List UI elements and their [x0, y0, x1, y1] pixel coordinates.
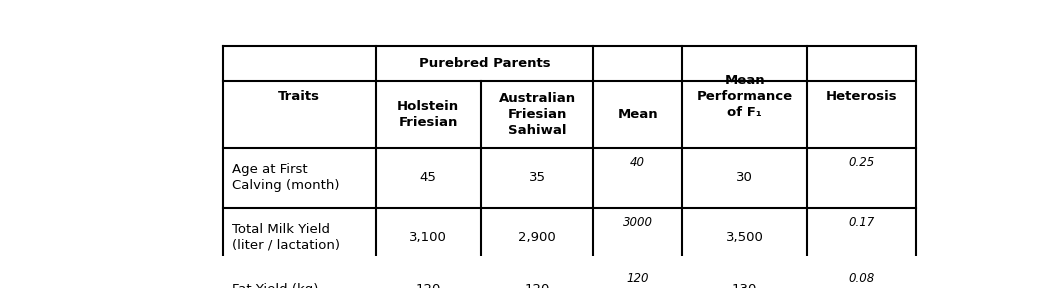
Text: Purebred Parents: Purebred Parents	[419, 57, 550, 70]
Text: 0.17: 0.17	[849, 216, 875, 229]
Text: 30: 30	[736, 171, 753, 184]
Text: 120: 120	[626, 272, 649, 285]
Text: Mean
Performance
of F₁: Mean Performance of F₁	[697, 74, 792, 119]
Text: 35: 35	[528, 171, 546, 184]
Text: Fat Yield (kg): Fat Yield (kg)	[232, 283, 318, 288]
Text: 0.25: 0.25	[849, 156, 875, 169]
Text: Traits: Traits	[279, 90, 320, 103]
Text: Heterosis: Heterosis	[826, 90, 898, 103]
Text: 120: 120	[416, 283, 441, 288]
Text: 0.08: 0.08	[849, 272, 875, 285]
Text: 120: 120	[524, 283, 550, 288]
Text: 3,500: 3,500	[726, 231, 763, 244]
Text: Mean: Mean	[618, 108, 658, 121]
Text: 3000: 3000	[623, 216, 653, 229]
Text: 3,100: 3,100	[410, 231, 447, 244]
Text: Age at First
Calving (month): Age at First Calving (month)	[232, 163, 340, 192]
Text: 40: 40	[630, 156, 645, 169]
Text: Holstein
Friesian: Holstein Friesian	[397, 100, 460, 129]
Text: 2,900: 2,900	[518, 231, 556, 244]
Text: Total Milk Yield
(liter / lactation): Total Milk Yield (liter / lactation)	[232, 223, 340, 252]
Text: 130: 130	[732, 283, 757, 288]
Text: Australian
Friesian
Sahiwal: Australian Friesian Sahiwal	[498, 92, 575, 137]
Text: 45: 45	[420, 171, 437, 184]
